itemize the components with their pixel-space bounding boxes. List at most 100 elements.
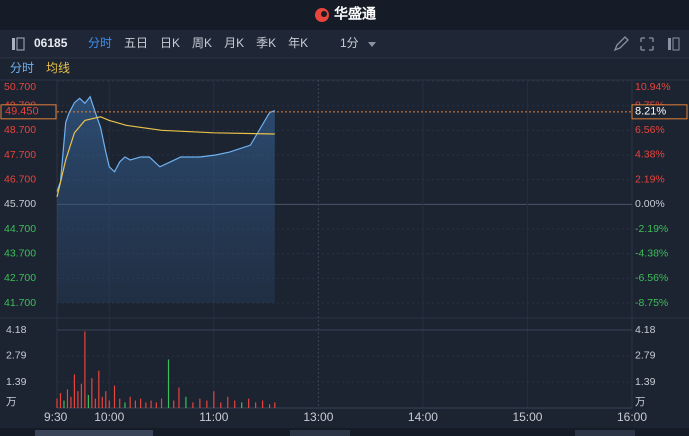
toggle-box (16, 37, 25, 51)
y-tick-label: 43.700 (4, 247, 36, 259)
tab[interactable]: 周K (192, 36, 212, 50)
y2-tick-label: 0.00% (635, 198, 665, 210)
sidebar-toggle[interactable] (12, 37, 25, 51)
volume-bar (108, 400, 110, 408)
volume-tick-label: 2.79 (6, 350, 27, 362)
x-tick-label: 16:00 (617, 410, 647, 424)
tab[interactable]: 日K (160, 36, 180, 50)
volume-bar (87, 394, 89, 408)
y-tick-label: 48.700 (4, 124, 36, 136)
y-tick-label: 47.700 (4, 149, 36, 161)
volume-bar (91, 378, 93, 408)
brand-logo (315, 8, 329, 22)
y2-tick-label: 4.38% (635, 149, 665, 161)
y2-tick-label: -6.56% (635, 272, 668, 284)
x-tick-label: 9:30 (44, 410, 68, 424)
y2-tick-label: 10.94% (635, 81, 671, 93)
tab[interactable]: 月K (224, 36, 244, 50)
tab[interactable]: 分时 (88, 36, 112, 50)
volume-bar (124, 402, 126, 408)
brand-name: 华盛通 (334, 6, 376, 22)
tab-group: 分时 五日 日K 周K 月K 季K 年K (88, 36, 308, 50)
x-tick-label: 11:00 (199, 410, 228, 424)
y-tick-label: 41.700 (4, 297, 36, 309)
current-price-box (0, 104, 57, 120)
top-bar (0, 0, 689, 30)
dropdown-arrow[interactable] (368, 42, 376, 47)
volume-bar (63, 400, 65, 408)
volume-tick-label: 4.18 (6, 324, 27, 336)
panel-icon-bar[interactable] (668, 38, 671, 50)
chart-area: 分时均线50.70049.70048.70047.70046.70045.700… (0, 61, 689, 424)
volume-bar (73, 374, 76, 408)
y2-tick-label: 2.19% (635, 173, 665, 185)
volume-bar (150, 400, 152, 408)
volume-bar (80, 383, 82, 408)
y-tick-label: 45.700 (4, 198, 36, 210)
volume-bar (262, 400, 264, 408)
volume-bar (178, 387, 180, 408)
toolbar (0, 30, 689, 58)
current-price: 49.450 (5, 106, 39, 118)
scroll-thumb[interactable] (35, 430, 153, 436)
y2-tick-label: -4.38% (635, 248, 668, 260)
volume-bar (206, 400, 208, 408)
expand-icon[interactable] (640, 37, 654, 51)
volume-bar (192, 402, 194, 408)
x-tick-label: 14:00 (408, 410, 438, 424)
scroll-segment (290, 430, 350, 436)
volume-bar (155, 402, 157, 408)
period-select[interactable]: 1分 (340, 36, 359, 50)
volume-tick-label: 万 (635, 396, 646, 408)
tool-icons (613, 36, 680, 52)
volume-bar (185, 396, 187, 408)
legend-entry[interactable]: 均线 (46, 61, 70, 75)
volume-bar (134, 400, 137, 408)
toggle-bar (12, 38, 15, 50)
logo-icon-eye (321, 11, 327, 17)
y2-tick-label: -2.19% (635, 223, 668, 235)
tab[interactable]: 五日 (124, 36, 148, 50)
volume-bar (77, 391, 79, 408)
volume-bar (105, 391, 107, 408)
y-tick-label: 42.700 (4, 272, 36, 284)
volume-bar (101, 396, 103, 408)
volume-tick-label: 4.18 (635, 324, 656, 336)
volume-tick-label: 万 (6, 396, 17, 408)
volume-bar (119, 398, 121, 408)
legend-entry[interactable]: 分时 (10, 61, 34, 75)
volume-bar (145, 402, 147, 408)
volume-tick-label: 1.39 (635, 376, 656, 388)
volume-bar (70, 396, 72, 408)
volume-bar (98, 370, 100, 408)
volume-bar (113, 385, 116, 408)
x-tick-label: 13:00 (303, 410, 333, 424)
volume-bar (234, 400, 236, 408)
tab[interactable]: 季K (256, 36, 276, 50)
volume-bar (56, 398, 58, 408)
volume-bar (173, 400, 175, 408)
volume-bar (160, 398, 163, 408)
volume-bar (94, 398, 96, 408)
volume-bar (66, 389, 69, 408)
volume-bar (140, 398, 142, 408)
volume-tick-label: 2.79 (635, 350, 656, 362)
current-pct: 8.21% (635, 106, 666, 118)
y-tick-label: 44.700 (4, 223, 36, 235)
volume-bar (220, 402, 222, 408)
stock-code: 06185 (34, 36, 68, 50)
volume-bar (84, 331, 86, 408)
tab[interactable]: 年K (288, 36, 308, 50)
price-area (57, 96, 275, 303)
volume-bar (59, 393, 62, 408)
draw-icon[interactable] (613, 36, 629, 52)
volume-bar (248, 398, 250, 408)
price-line (56, 95, 276, 192)
volume-bar (274, 402, 276, 408)
x-tick-label: 10:00 (94, 410, 124, 424)
volume-tick-label: 1.39 (6, 376, 27, 388)
y-tick-label: 46.700 (4, 173, 36, 185)
panel-icon-box[interactable] (672, 37, 680, 51)
current-pct-box (631, 104, 688, 120)
